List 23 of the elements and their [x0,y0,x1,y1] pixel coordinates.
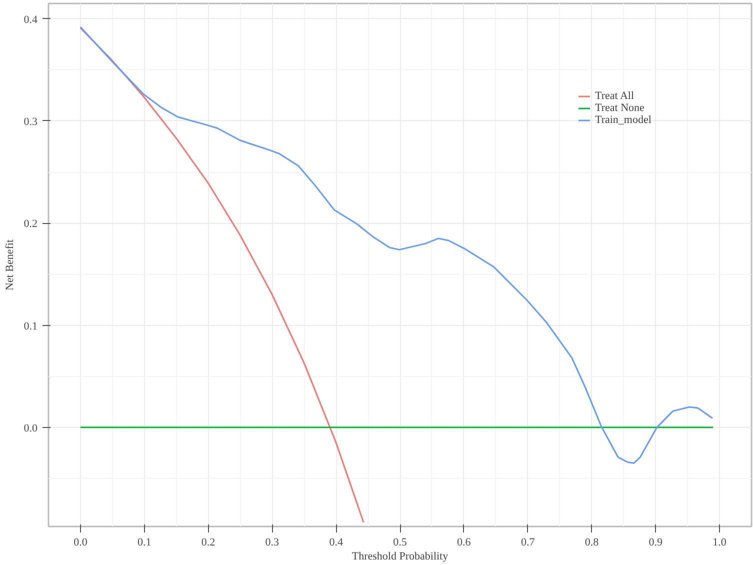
line-series [80,27,364,524]
legend-label: Treat None [595,102,644,114]
y-tick-label: 0.1 [24,320,38,332]
x-tick-label: 0.9 [648,536,664,548]
x-tick-label: 1.0 [712,536,727,548]
legend-label: Treat All [595,90,634,102]
x-tick-label: 0.5 [393,536,408,548]
x-tick-label: 0.3 [265,536,280,548]
x-tick-label: 0.6 [457,536,472,548]
x-tick-label: 0.8 [584,536,600,548]
y-tick-label: 0.0 [24,422,38,434]
y-axis-title: Net Benefit [4,239,16,291]
legend-label: Train_model [595,114,652,126]
y-tick-label: 0.3 [24,116,38,128]
y-tick-label: 0.4 [24,14,38,26]
y-tick-label: 0.2 [24,218,38,230]
x-tick-label: 0.7 [520,536,536,548]
x-tick-label: 0.1 [137,536,152,548]
x-tick-label: 0.2 [201,536,216,548]
line-series [80,26,714,464]
x-tick-label: 0.0 [74,536,88,548]
x-tick-label: 0.4 [329,536,344,548]
x-axis-title: Threshold Probability [352,550,449,562]
